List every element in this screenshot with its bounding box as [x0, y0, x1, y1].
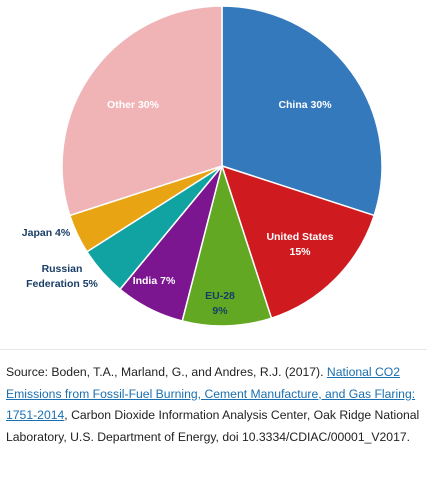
pie-slice-other: [61, 5, 223, 217]
source-prefix: Source: Boden, T.A., Marland, G., and An…: [6, 365, 327, 379]
source-suffix: , Carbon Dioxide Information Analysis Ce…: [6, 408, 420, 444]
pie-label-india: India 7%: [133, 275, 176, 287]
pie-chart: China 30% United States 15% EU-28 9% India 7%…: [22, 5, 383, 327]
divider: [0, 349, 427, 350]
pie-slice-eu-28: [181, 163, 273, 327]
pie-label-eu-28: EU-28 9%: [205, 290, 235, 317]
pie-label-other: Other 30%: [107, 99, 160, 111]
pie-label-china: China 30%: [278, 99, 332, 111]
source-link[interactable]: National CO2 Emissions from Fossil-Fuel …: [6, 365, 416, 422]
pie-label-japan: Japan 4%: [22, 227, 71, 239]
pie-label-russian-federation: Russian Federation 5%: [26, 263, 98, 290]
pie-label-united-states: United States 15%: [266, 231, 333, 258]
pie-chart-area: China 30% United States 15% EU-28 9% India 7%…: [22, 5, 383, 327]
pie-slice-united-states: [220, 164, 376, 320]
pie-slice-china: [221, 5, 383, 217]
source-caption: Source: Boden, T.A., Marland, G., and An…: [6, 362, 421, 448]
